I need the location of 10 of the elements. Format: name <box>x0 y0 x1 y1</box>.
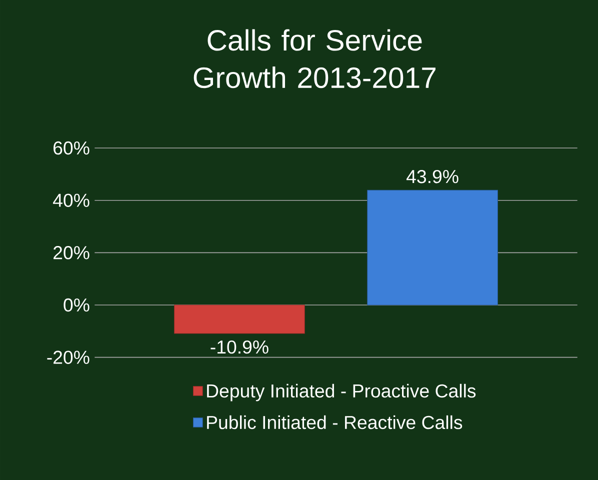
legend-label: Deputy Initiated - Proactive Calls <box>207 384 476 402</box>
legend-label: Public Initiated - Reactive Calls <box>207 415 462 430</box>
chart-title: Calls for Service Growth 2013-2017 <box>194 29 436 88</box>
data-label: 43.9% <box>406 170 458 184</box>
y-tick-label: 60% <box>54 141 90 155</box>
y-tick-label: 40% <box>53 194 90 207</box>
y-tick-label: 0% <box>64 298 90 312</box>
data-label: -10.9% <box>210 340 268 354</box>
y-tick-label: -20% <box>47 350 90 364</box>
y-tick-label: 20% <box>54 246 90 260</box>
